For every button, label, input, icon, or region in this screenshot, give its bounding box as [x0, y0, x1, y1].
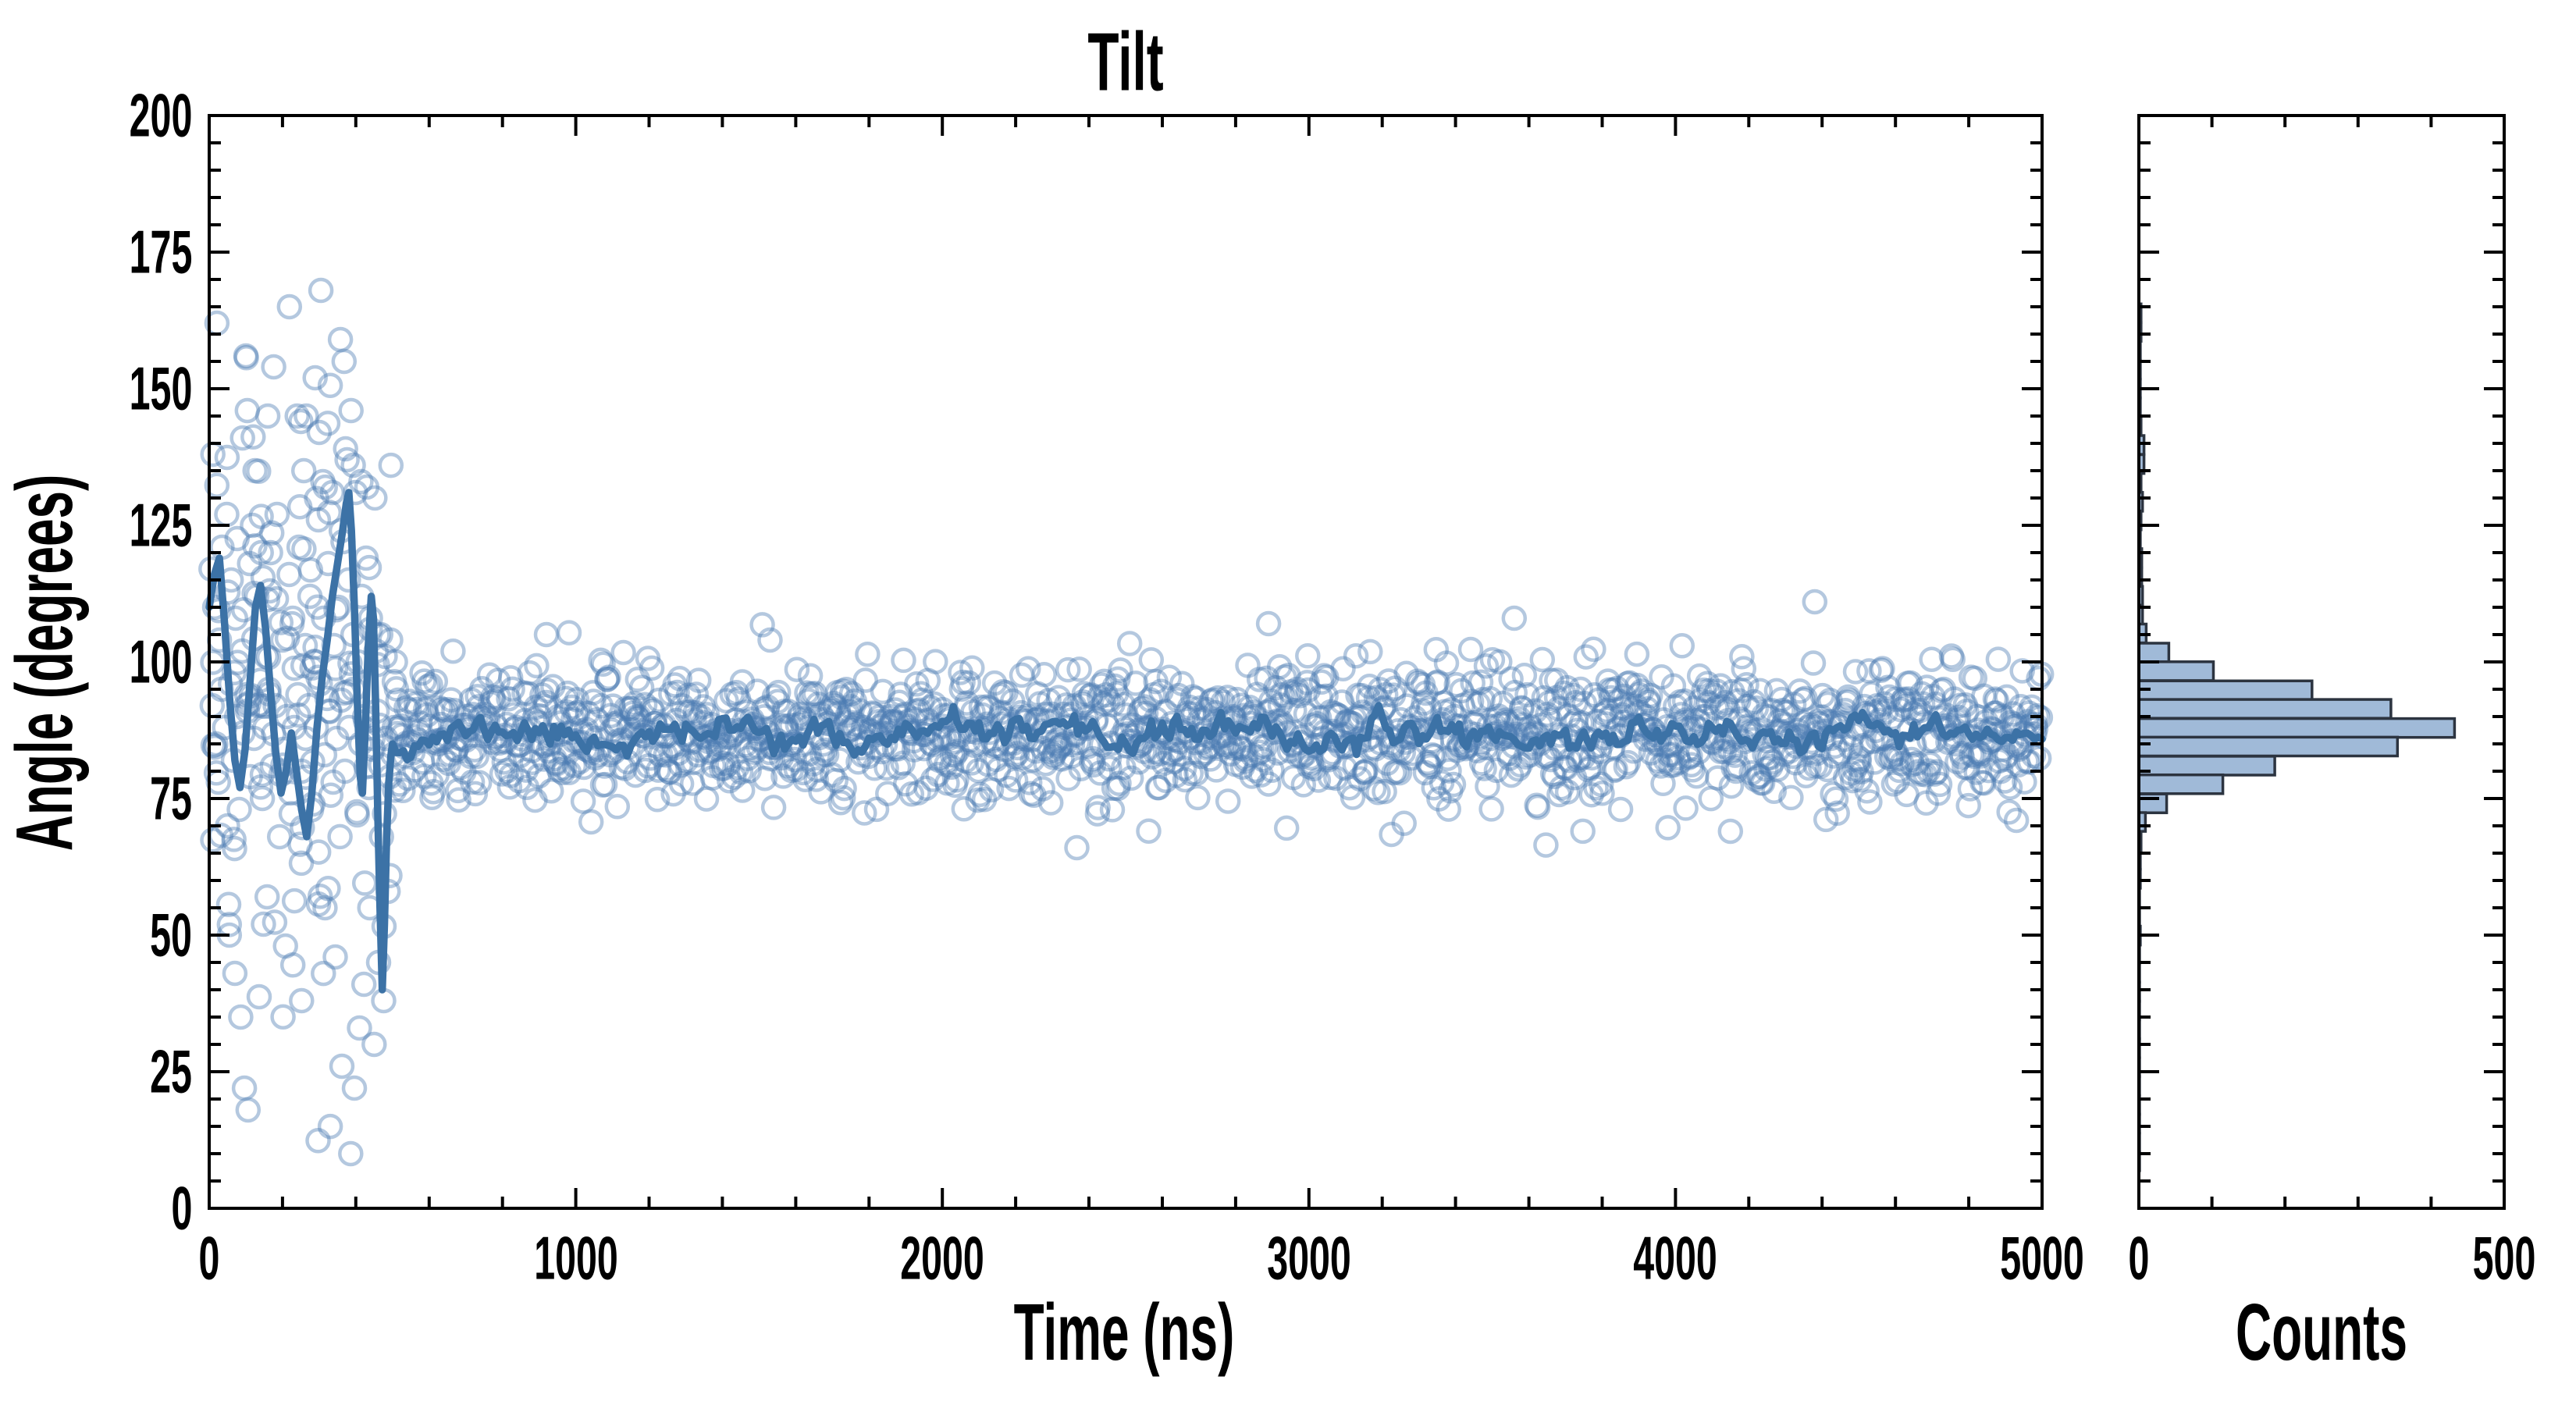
- x-tick-label: 4000: [1633, 1223, 1718, 1293]
- x-tick-label: 0: [198, 1223, 220, 1293]
- histogram-bar: [2137, 698, 2393, 720]
- x-tick-label: 2000: [900, 1223, 984, 1293]
- y-axis-label: Angle (degrees): [0, 474, 89, 852]
- y-tick-label: 200: [129, 80, 193, 150]
- histogram-bars: [2137, 302, 2457, 1172]
- running-average-line: [205, 489, 2046, 994]
- y-tick-label: 175: [129, 217, 193, 286]
- plot-title: Tilt: [1087, 16, 1164, 108]
- hist-x-tick-label: 500: [2472, 1223, 2536, 1293]
- histogram-bar: [2137, 679, 2314, 702]
- histogram-x-axis-label: Counts: [2236, 1287, 2407, 1377]
- y-tick-label: 25: [150, 1037, 193, 1106]
- histogram-bar: [2137, 642, 2171, 663]
- y-tick-label: 125: [129, 490, 193, 560]
- y-tick-label: 75: [150, 763, 193, 833]
- histogram-bar: [2137, 660, 2215, 682]
- histogram-bar: [2137, 717, 2457, 739]
- x-tick-label: 3000: [1267, 1223, 1351, 1293]
- histogram-bar: [2137, 755, 2276, 777]
- histogram-bar: [2137, 773, 2225, 795]
- histogram-bar: [2137, 792, 2169, 815]
- axes-frame: [208, 114, 2506, 1210]
- y-tick-label: 100: [129, 627, 193, 696]
- y-tick-label: 150: [129, 354, 193, 423]
- x-axis-label: Time (ns): [1013, 1287, 1235, 1377]
- histogram-bar: [2137, 735, 2400, 758]
- y-tick-label: 0: [171, 1173, 193, 1243]
- hist-x-tick-label: 0: [2128, 1223, 2150, 1293]
- x-tick-label: 5000: [2000, 1223, 2084, 1293]
- x-tick-label: 1000: [533, 1223, 618, 1293]
- y-tick-label: 50: [150, 900, 193, 969]
